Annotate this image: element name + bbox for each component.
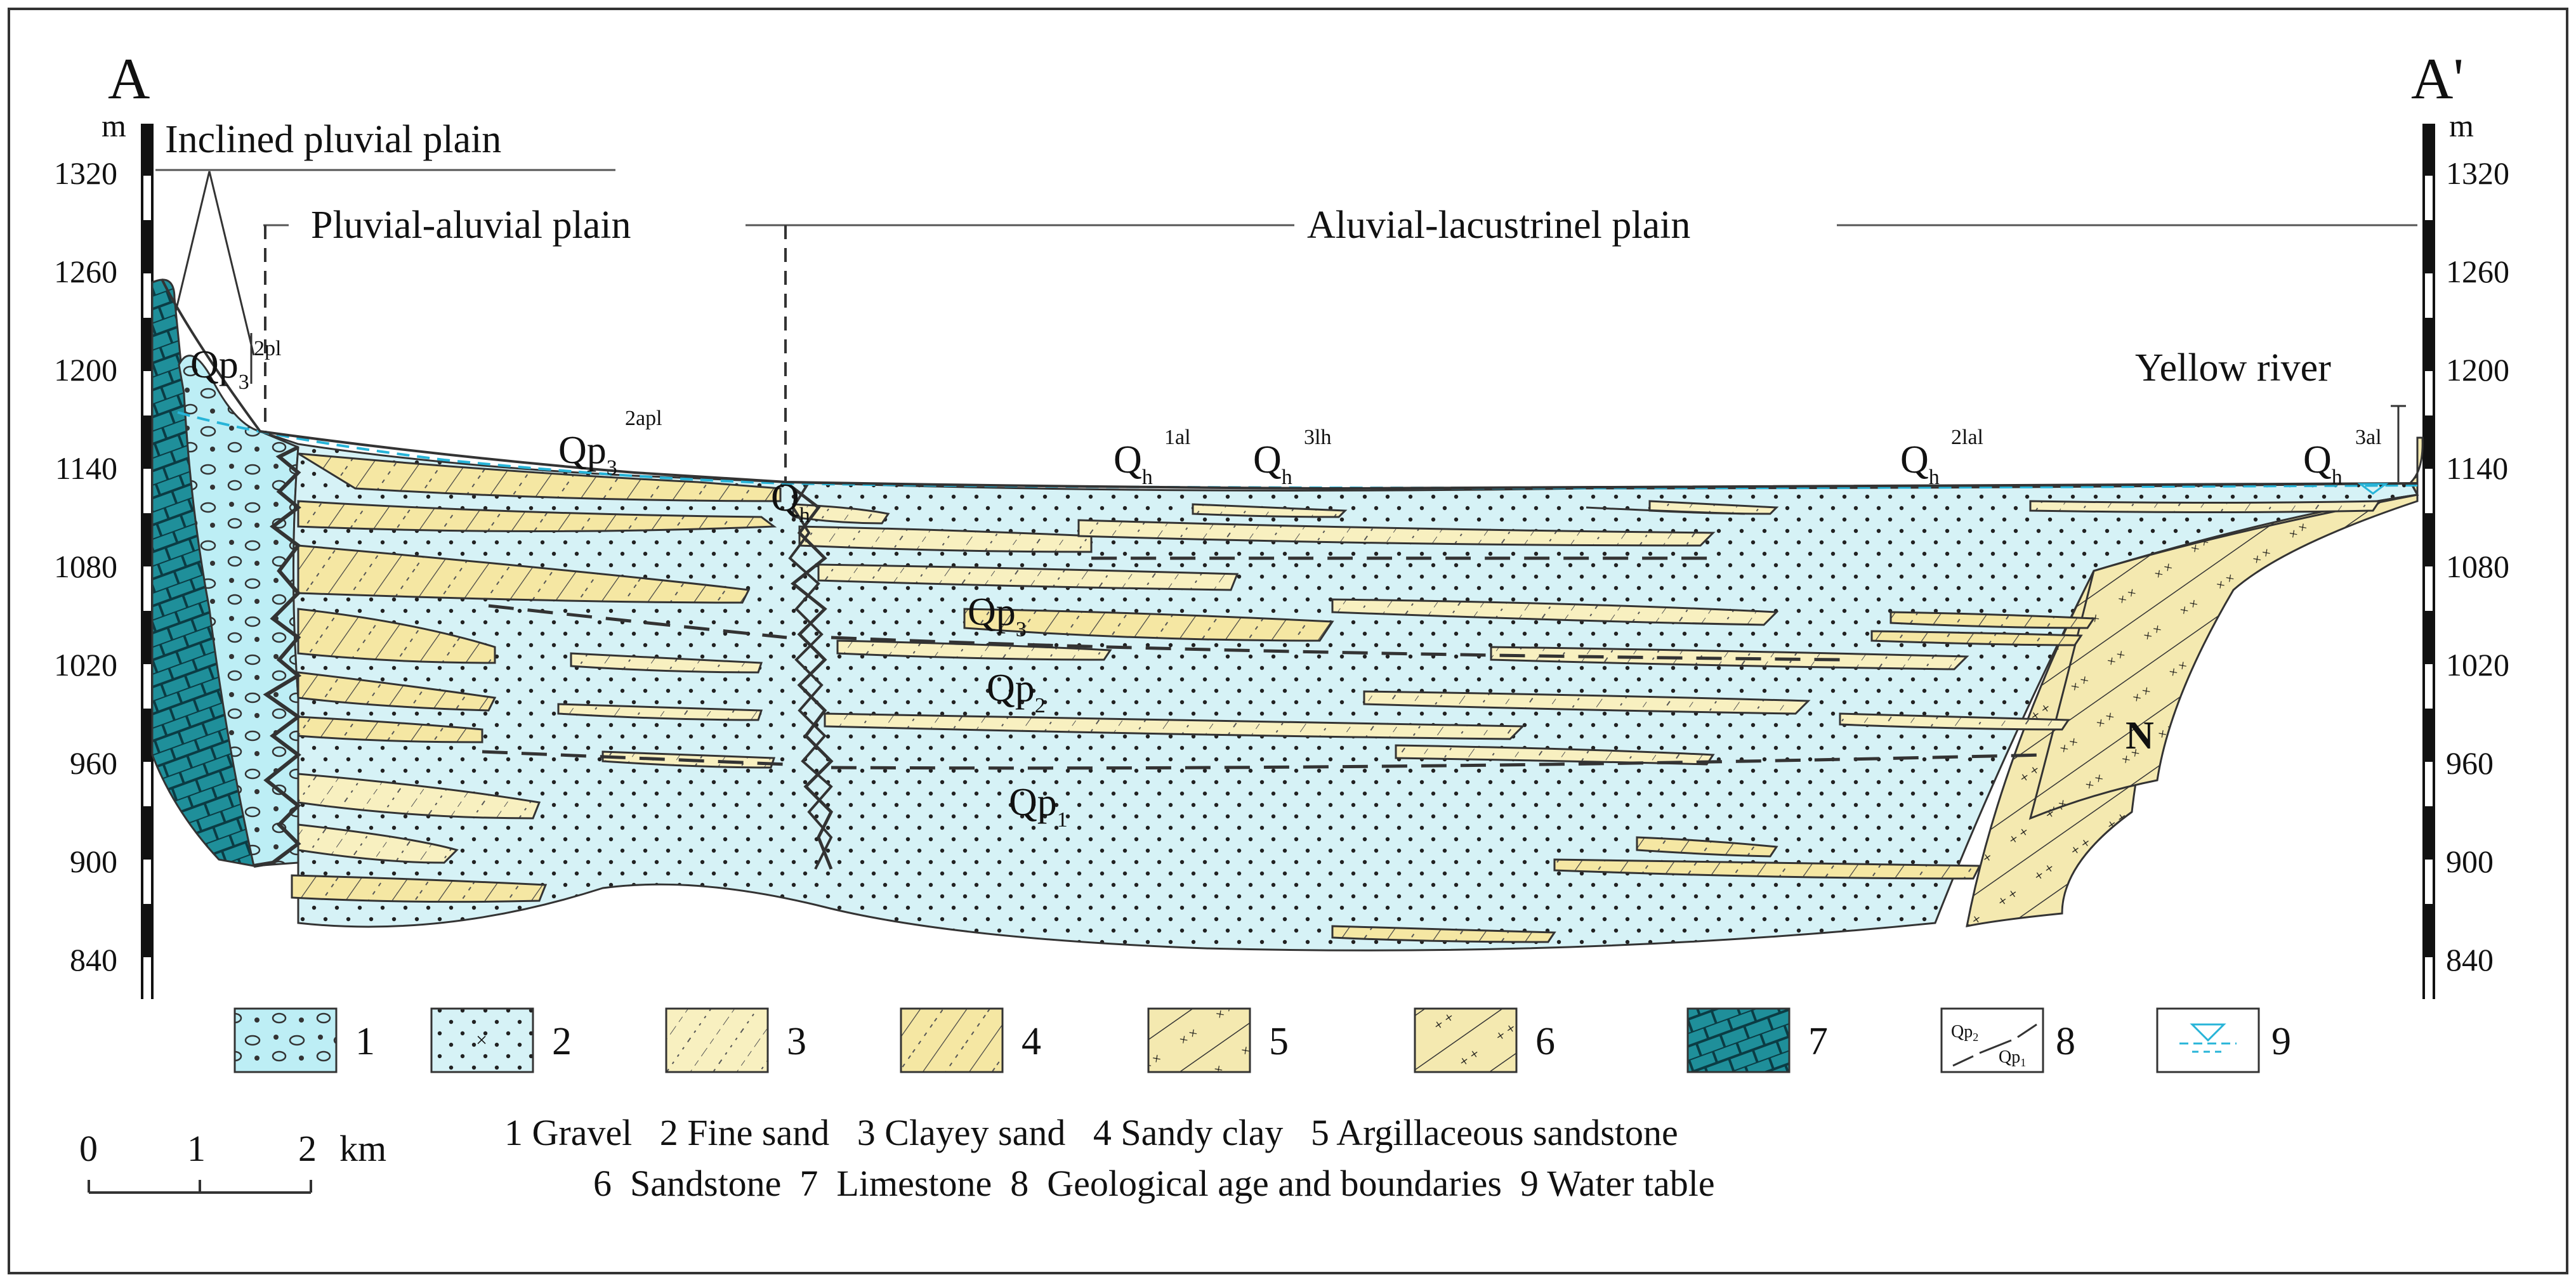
legend-swatch-argillaceous-sandstone (1147, 1007, 1251, 1073)
unit-label-qp3-2apl: Qp3 2apl (558, 407, 662, 480)
svg-text:1: 1 (355, 1020, 375, 1063)
clay-lenses (291, 452, 2381, 943)
elevation-tick-label: 1260 (2446, 254, 2509, 289)
unit-label-qh-1al: Qh 1al (1114, 426, 1191, 489)
unit-label-qp3-2pl: Qp3 2pl (190, 333, 281, 394)
legend-swatch-fine-sand (430, 1007, 534, 1073)
unit-label-qh-2lal: Qh 2lal (1900, 426, 1983, 489)
svg-text:1: 1 (187, 1128, 206, 1169)
elevation-tick-label: 1080 (54, 549, 117, 584)
elevation-tick-label: 1020 (54, 647, 117, 683)
unit-label-qh: Qh (771, 476, 810, 527)
svg-text:1al: 1al (1164, 426, 1191, 449)
svg-text:7: 7 (1808, 1020, 1828, 1063)
legend-swatch-limestone (1686, 1007, 1791, 1073)
elevation-tick-label: 840 (2446, 942, 2494, 978)
unit-label-qp3: Qp3 (968, 591, 1027, 641)
svg-text:km: km (339, 1128, 386, 1169)
svg-text:2apl: 2apl (625, 407, 662, 430)
svg-text:3al: 3al (2355, 426, 2382, 449)
elevation-unit-right: m (2449, 108, 2474, 143)
legend-swatch-sandstone (1414, 1007, 1518, 1073)
elevation-tick-label: 840 (70, 942, 117, 978)
svg-text:Qh: Qh (1114, 438, 1153, 489)
elevation-tick-label: 1320 (2446, 155, 2509, 191)
elevation-tick-label: 1200 (2446, 352, 2509, 388)
legend-swatch-clayey-sand (665, 1007, 769, 1073)
legend-swatch-sandy-clay (900, 1007, 1004, 1073)
svg-text:Qp3: Qp3 (558, 429, 617, 480)
elevation-tick-label: 1140 (55, 450, 117, 486)
river-water-symbol (2357, 483, 2389, 495)
svg-text:Qp1: Qp1 (1009, 781, 1068, 832)
elevation-tick-label: 1020 (2446, 647, 2509, 683)
elevation-tick-label: 900 (2446, 844, 2494, 879)
legend-text-line1: 1 Gravel 2 Fine sand 3 Clayey sand 4 San… (504, 1112, 1678, 1153)
elevation-scale-left (141, 124, 154, 1002)
unit-label-qp1: Qp1 (1009, 781, 1068, 832)
landform-aluvial-lacustrinel-plain: Aluvial-lacustrinel plain (1307, 204, 1690, 247)
unit-label-qh-3lh: Qh 3lh (1253, 426, 1331, 489)
svg-text:Qp2: Qp2 (987, 667, 1046, 717)
svg-text:0: 0 (79, 1128, 98, 1169)
landform-pluvial-aluvial-plain: Pluvial-aluvial plain (311, 204, 631, 247)
svg-text:2pl: 2pl (254, 337, 281, 360)
svg-text:4: 4 (1022, 1020, 1041, 1063)
landform-inclined-pluvial-plain: Inclined pluvial plain (165, 118, 501, 161)
section-end-label: A' (2411, 46, 2464, 111)
svg-text:3lh: 3lh (1304, 426, 1331, 449)
elevation-tick-label: 900 (70, 844, 117, 879)
legend-swatch-gravel (233, 1007, 338, 1073)
svg-text:Qp1: Qp1 (1999, 1047, 2026, 1069)
svg-text:Qh: Qh (2303, 438, 2343, 489)
svg-text:3: 3 (787, 1020, 806, 1063)
unit-label-n: N (2126, 714, 2154, 757)
section-start-label: A (108, 46, 150, 111)
elevation-ticks-right: 1320 1260 1200 1140 1080 1020 960 900 840 (2446, 155, 2509, 978)
svg-text:Qh: Qh (1253, 438, 1292, 489)
yellow-river-label: Yellow river (2135, 346, 2331, 389)
legend-text-line2: 6 Sandstone 7 Limestone 8 Geological age… (593, 1163, 1715, 1204)
unit-label-qp2: Qp2 (987, 667, 1046, 717)
svg-text:2: 2 (552, 1020, 572, 1063)
svg-text:Qh: Qh (771, 476, 810, 527)
elevation-tick-label: 1080 (2446, 549, 2509, 584)
elevation-scale-right (2422, 124, 2435, 1002)
ground-surface (161, 278, 2418, 490)
elevation-unit-left: m (102, 108, 126, 143)
svg-text:Qp3: Qp3 (968, 591, 1027, 641)
legend-swatches: 1 × 2 3 4 5 6 7 Qp2 Qp1 8 9 (233, 1007, 2291, 1073)
interfingering-boundary (253, 445, 302, 868)
svg-text:5: 5 (1269, 1020, 1289, 1063)
svg-text:×: × (476, 1028, 487, 1051)
svg-text:6: 6 (1535, 1020, 1555, 1063)
svg-text:8: 8 (2056, 1020, 2075, 1063)
elevation-ticks-left: 1320 1260 1200 1140 1080 1020 960 900 840 (54, 155, 117, 978)
age-boundaries (482, 556, 2044, 770)
landform-pointer (170, 171, 255, 356)
svg-text:2lal: 2lal (1951, 426, 1983, 449)
unit-label-qh-3al: Qh 3al (2303, 426, 2382, 489)
svg-text:Qh: Qh (1900, 438, 1940, 489)
elevation-tick-label: 960 (70, 745, 117, 781)
svg-text:2: 2 (298, 1128, 317, 1169)
elevation-tick-label: 1320 (54, 155, 117, 191)
scale-bar: 0 1 2 km (79, 1128, 386, 1194)
elevation-tick-label: 1260 (54, 254, 117, 289)
svg-text:9: 9 (2271, 1020, 2291, 1063)
legend-swatch-age-boundary (1940, 1007, 2044, 1073)
svg-text:Qp2: Qp2 (1951, 1022, 1978, 1043)
elevation-tick-label: 1140 (2446, 450, 2508, 486)
elevation-tick-label: 1200 (54, 352, 117, 388)
elevation-tick-label: 960 (2446, 745, 2494, 781)
fine-sand-body (260, 430, 2419, 952)
svg-text:Qp3: Qp3 (190, 343, 249, 394)
